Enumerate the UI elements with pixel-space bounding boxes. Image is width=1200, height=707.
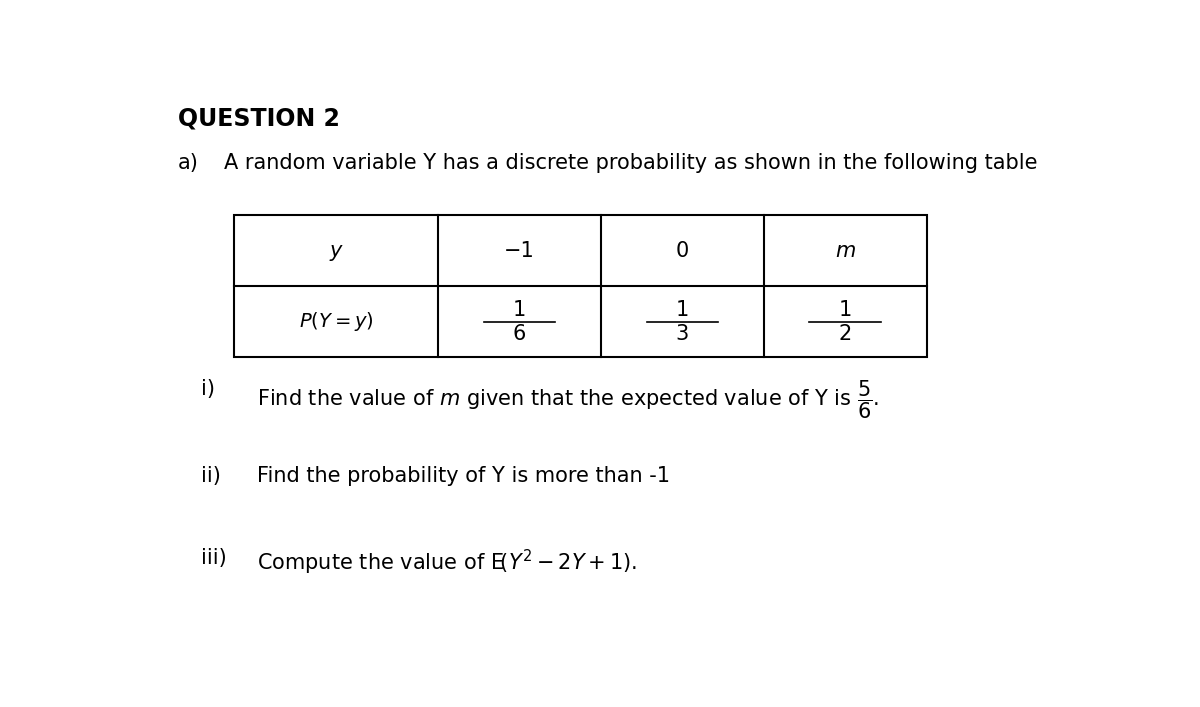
Text: A random variable Y has a discrete probability as shown in the following table: A random variable Y has a discrete proba… [224, 153, 1038, 173]
Text: m: m [835, 241, 856, 261]
Text: ii): ii) [202, 466, 221, 486]
Text: Compute the value of $\mathrm{E}\!\left(Y^2 - 2Y + 1\right)$.: Compute the value of $\mathrm{E}\!\left(… [257, 547, 637, 577]
Text: Find the probability of Y is more than -1: Find the probability of Y is more than -… [257, 466, 670, 486]
Text: i): i) [202, 379, 215, 399]
Text: −1: −1 [504, 241, 535, 261]
Text: $P(Y = y)$: $P(Y = y)$ [299, 310, 373, 333]
Text: iii): iii) [202, 547, 227, 568]
Text: 3: 3 [676, 324, 689, 344]
Text: 1: 1 [839, 300, 852, 320]
Bar [234, 216, 926, 357]
Text: y: y [330, 241, 342, 261]
Text: Find the value of $\mathit{m}$ given that the expected value of Y is $\dfrac{5}{: Find the value of $\mathit{m}$ given tha… [257, 379, 880, 421]
Text: 1: 1 [514, 300, 527, 320]
Text: a): a) [178, 153, 199, 173]
Text: 0: 0 [676, 241, 689, 261]
Text: QUESTION 2: QUESTION 2 [178, 107, 340, 131]
Text: 1: 1 [676, 300, 689, 320]
Text: 6: 6 [512, 324, 527, 344]
Text: 2: 2 [839, 324, 852, 344]
